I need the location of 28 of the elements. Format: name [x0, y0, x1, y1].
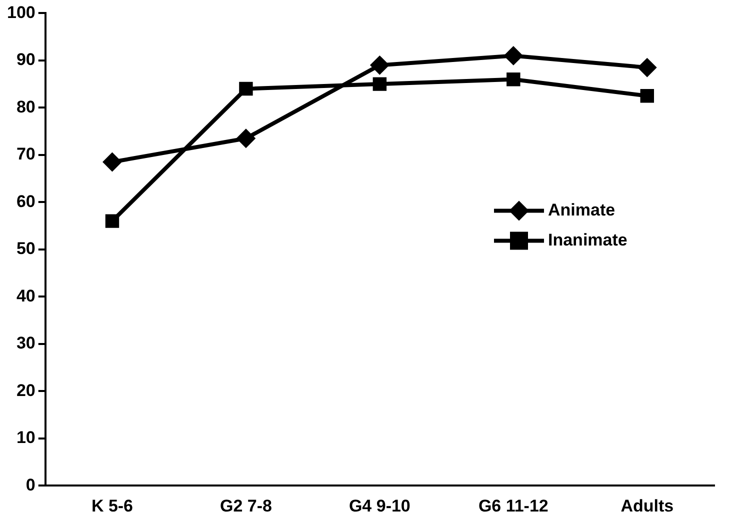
point [105, 214, 120, 228]
point [102, 152, 122, 172]
legend-label: Animate [548, 200, 616, 220]
y-tick-label: 50 [16, 239, 36, 258]
y-tick-label: 80 [16, 97, 36, 116]
y-tick-label: 20 [16, 380, 36, 400]
point [372, 77, 387, 91]
y-tick-label: 100 [6, 2, 36, 22]
y-tick-label: 10 [16, 428, 36, 448]
point [504, 46, 523, 66]
point [506, 72, 520, 86]
y-tick-label: 60 [16, 192, 36, 211]
y-tick-label: 0 [26, 475, 36, 494]
point [638, 58, 657, 78]
point [239, 82, 253, 96]
legend-label: Inanimate [548, 230, 628, 250]
x-tick-label: G6 11-12 [478, 496, 548, 516]
x-tick-label: K 5-6 [91, 496, 134, 516]
point [640, 89, 654, 103]
y-tick-label: 40 [16, 286, 36, 306]
y-tick-label: 70 [16, 144, 36, 164]
x-tick-label: G2 7-8 [220, 496, 272, 516]
y-tick-label: 30 [16, 334, 36, 353]
y-tick-label: 90 [16, 50, 36, 70]
point [236, 128, 256, 148]
point [370, 56, 390, 75]
x-tick-label: Adults [620, 496, 674, 516]
x-tick-label: G4 9-10 [348, 496, 410, 516]
